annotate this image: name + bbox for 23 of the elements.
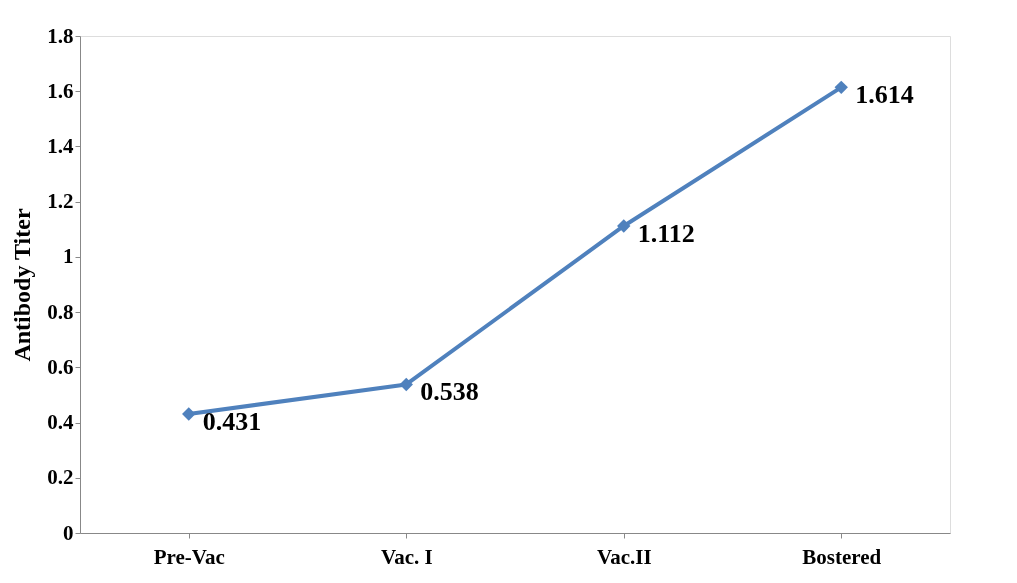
x-tick-label: Pre-Vac [153, 544, 225, 569]
y-tick-label: 0 [63, 520, 74, 545]
y-tick-label: 1.6 [47, 78, 74, 103]
point [399, 377, 413, 392]
point [182, 407, 196, 421]
data-label: 1.112 [637, 218, 695, 248]
x-tick-label: Vac.II [596, 544, 652, 569]
x-tick-label: Vac. I [380, 544, 433, 569]
point [834, 80, 848, 95]
y-tick-label: 1.2 [47, 189, 74, 214]
y-tick-label: 0.4 [47, 410, 74, 435]
y-tick-label: 1 [63, 244, 74, 269]
y-tick-label: 1.4 [47, 133, 74, 158]
y-axis-title: Antibody Titer [9, 208, 36, 362]
data-label: 0.538 [420, 377, 479, 407]
data-label: 1.614 [855, 80, 914, 110]
y-tick-label: 0.2 [47, 465, 74, 490]
y-tick-label: 1.8 [47, 23, 74, 48]
y-tick-label: 0.6 [47, 354, 74, 379]
point [617, 219, 631, 233]
y-tick-label: 0.8 [47, 299, 74, 324]
x-tick-label: Bostered [802, 544, 882, 569]
data-label: 0.431 [202, 407, 262, 436]
